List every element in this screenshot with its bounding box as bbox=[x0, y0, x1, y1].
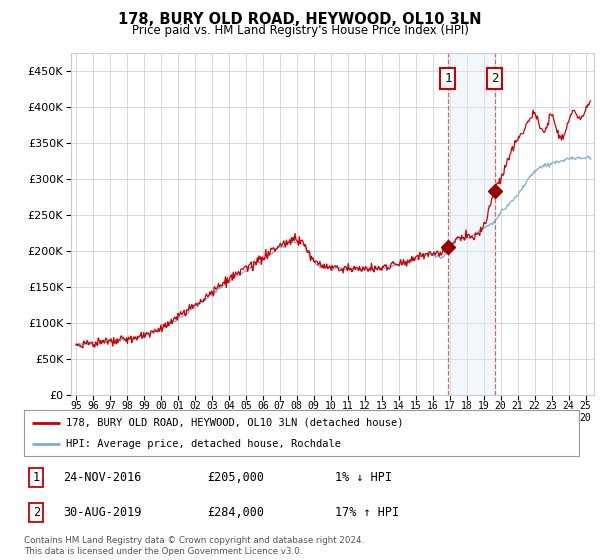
Text: £284,000: £284,000 bbox=[207, 506, 264, 519]
Bar bbox=[448, 53, 495, 395]
Text: 17% ↑ HPI: 17% ↑ HPI bbox=[335, 506, 399, 519]
Text: 24-NOV-2016: 24-NOV-2016 bbox=[63, 471, 141, 484]
Text: 178, BURY OLD ROAD, HEYWOOD, OL10 3LN (detached house): 178, BURY OLD ROAD, HEYWOOD, OL10 3LN (d… bbox=[65, 418, 403, 428]
Text: 2: 2 bbox=[491, 72, 499, 85]
Text: 1: 1 bbox=[32, 471, 40, 484]
Text: Contains HM Land Registry data © Crown copyright and database right 2024.
This d: Contains HM Land Registry data © Crown c… bbox=[24, 536, 364, 556]
Text: 2: 2 bbox=[32, 506, 40, 519]
Text: 178, BURY OLD ROAD, HEYWOOD, OL10 3LN: 178, BURY OLD ROAD, HEYWOOD, OL10 3LN bbox=[118, 12, 482, 27]
Text: 1: 1 bbox=[444, 72, 452, 85]
Text: £205,000: £205,000 bbox=[207, 471, 264, 484]
Text: 1% ↓ HPI: 1% ↓ HPI bbox=[335, 471, 392, 484]
Text: Price paid vs. HM Land Registry's House Price Index (HPI): Price paid vs. HM Land Registry's House … bbox=[131, 24, 469, 37]
Text: HPI: Average price, detached house, Rochdale: HPI: Average price, detached house, Roch… bbox=[65, 439, 341, 449]
Text: 30-AUG-2019: 30-AUG-2019 bbox=[63, 506, 141, 519]
